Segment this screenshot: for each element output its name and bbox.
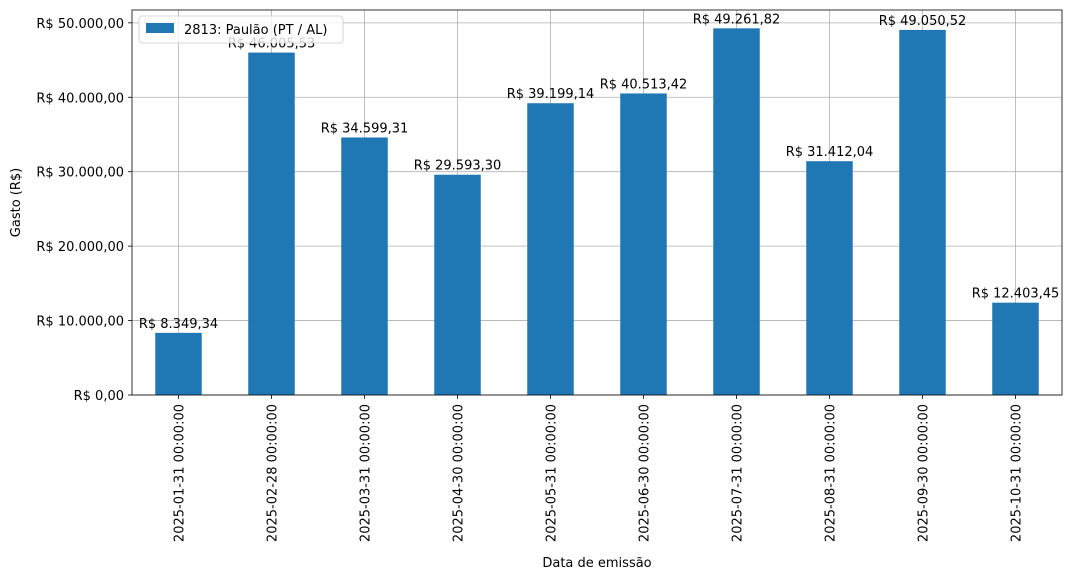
y-tick-label: R$ 30.000,00 — [36, 166, 124, 181]
y-tick-label: R$ 40.000,00 — [36, 91, 124, 106]
y-tick-label: R$ 0,00 — [74, 389, 124, 404]
data-label: R$ 8.349,34 — [139, 317, 218, 332]
y-tick-label: R$ 20.000,00 — [36, 240, 124, 255]
bar — [620, 93, 667, 395]
data-label: R$ 49.261,82 — [693, 12, 781, 27]
x-tick-label: 2025-10-31 00:00:00 — [1010, 404, 1025, 542]
x-tick-label: 2025-05-31 00:00:00 — [545, 404, 560, 542]
bar — [434, 174, 481, 395]
x-tick-label: 2025-02-28 00:00:00 — [266, 404, 281, 542]
x-tick-label: 2025-03-31 00:00:00 — [359, 404, 374, 542]
bar — [248, 52, 295, 395]
x-axis-label: Data de emissão — [542, 556, 651, 571]
bar — [341, 137, 388, 395]
x-tick-label: 2025-04-30 00:00:00 — [452, 404, 467, 542]
data-label: R$ 29.593,30 — [414, 159, 502, 174]
bar — [713, 28, 760, 396]
x-tick-label: 2025-07-31 00:00:00 — [731, 404, 746, 542]
legend-entry: 2813: Paulão (PT / AL) — [184, 23, 327, 38]
data-label: R$ 39.199,14 — [507, 87, 595, 102]
data-label: R$ 49.050,52 — [879, 14, 967, 29]
bar — [527, 103, 574, 395]
axis-ticks: R$ 0,00 R$ 10.000,00 R$ 20.000,00 R$ 30.000… — [36, 17, 1024, 542]
y-tick-label: R$ 50.000,00 — [36, 17, 124, 32]
x-tick-label: 2025-09-30 00:00:00 — [917, 404, 932, 542]
data-label: R$ 34.599,31 — [321, 121, 409, 136]
bar — [899, 29, 946, 396]
bar — [806, 161, 853, 395]
bar — [155, 332, 202, 395]
data-labels: R$ 8.349,34R$ 46.005,53R$ 34.599,31R$ 29… — [139, 12, 1059, 332]
legend-box — [138, 15, 344, 44]
legend: 2813: Paulão (PT / AL) — [138, 15, 344, 44]
y-axis-label: Gasto (R$) — [9, 168, 24, 237]
y-tick-label: R$ 10.000,00 — [36, 315, 124, 330]
x-tick-label: 2025-08-31 00:00:00 — [824, 404, 839, 542]
data-label: R$ 40.513,42 — [600, 77, 688, 92]
bar — [992, 302, 1039, 395]
x-tick-label: 2025-01-31 00:00:00 — [173, 404, 188, 542]
data-label: R$ 31.412,04 — [786, 145, 874, 160]
plot-frame — [131, 9, 1063, 396]
bars — [155, 28, 1039, 396]
legend-swatch — [146, 23, 174, 33]
data-label: R$ 12.403,45 — [972, 287, 1060, 302]
x-tick-label: 2025-06-30 00:00:00 — [638, 404, 653, 542]
